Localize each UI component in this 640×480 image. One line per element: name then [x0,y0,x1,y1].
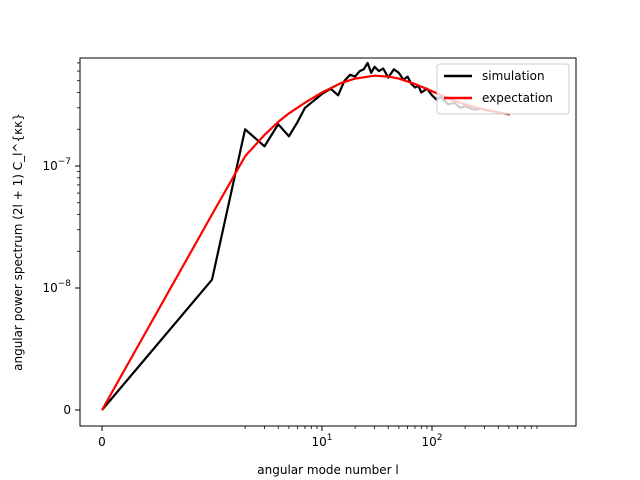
x-tick-label: 0 [98,435,106,449]
plot-frame [79,57,577,427]
x-axis-label: angular mode number l [257,463,398,477]
x-tick-label: 102 [421,433,442,449]
y-axis-ticks: 0 10−8 10−7 [42,62,80,417]
x-axis-ticks: 0 101 102 [98,426,538,449]
y-tick-label: 10−8 [42,279,71,295]
y-tick-label: 10−7 [42,157,71,173]
y-axis-label: angular power spectrum (2l + 1) C_l^{κκ} [11,113,25,371]
y-tick-label: 0 [63,403,71,417]
x-tick-label: 101 [311,433,332,449]
legend-label-simulation: simulation [482,69,545,83]
legend-label-expectation: expectation [482,91,553,105]
legend: simulation expectation [436,63,570,115]
